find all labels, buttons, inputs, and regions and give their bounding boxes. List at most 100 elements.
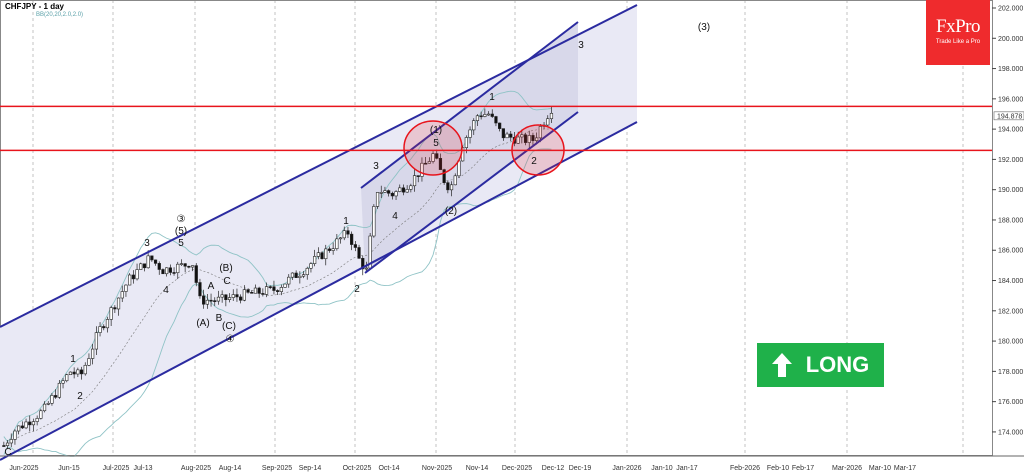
bearish-candle (257, 287, 261, 294)
wave-label: 2 (354, 284, 360, 295)
bearish-candle (272, 286, 276, 291)
wave-label: (B) (219, 263, 232, 274)
x-tick-label: Jan-17 (676, 465, 698, 472)
wave-label: (A) (196, 318, 209, 329)
wave-label: C (223, 276, 230, 287)
bearish-candle (54, 395, 58, 398)
bullish-candle (527, 135, 531, 143)
bullish-candle (316, 252, 320, 257)
bearish-candle (509, 133, 513, 138)
bullish-candle (39, 410, 43, 419)
bearish-candle (387, 190, 391, 194)
wave-label: C (4, 447, 11, 458)
bearish-candle (357, 247, 361, 259)
bullish-candle (124, 284, 128, 292)
plot-frame (0, 0, 993, 456)
bullish-candle (379, 192, 383, 194)
bearish-candle (498, 122, 502, 129)
bullish-candle (520, 134, 524, 138)
x-tick-label: Dec-2025 (502, 465, 532, 472)
bearish-candle (268, 286, 272, 288)
x-tick-label: Feb-10 (767, 465, 789, 472)
bullish-candle (179, 263, 184, 265)
wave-label: 5 (433, 138, 439, 149)
wave-label: (2) (445, 206, 457, 217)
bullish-candle (505, 133, 509, 139)
time-axis[interactable]: Jun-2025 Jun-15 Jul-2025 Jul-13 Aug-2025 Aug-… (0, 455, 1024, 472)
bullish-candle (57, 382, 61, 398)
bullish-candle (253, 287, 258, 294)
x-tick-label: Jul-13 (133, 465, 152, 472)
horizontal-levels[interactable] (0, 105, 992, 152)
bullish-candle (13, 430, 17, 440)
bullish-candle (128, 274, 132, 286)
bullish-candle (242, 289, 246, 301)
x-tick-label: Dec-19 (569, 465, 592, 472)
x-tick-label: Mar-2026 (832, 465, 862, 472)
bullish-candle (190, 265, 195, 268)
wave-label: (1) (430, 125, 442, 136)
price-axis[interactable]: 202.000 200.000 198.000 196.000 194.000 192.0… (992, 6, 1024, 437)
y-tick-label: 174.000 (998, 429, 1023, 436)
bearish-candle (246, 289, 250, 293)
bullish-candle (279, 287, 283, 292)
x-tick-label: Feb-17 (792, 465, 814, 472)
inner-channel-upper-line[interactable] (360, 21, 579, 189)
y-tick-label: 180.000 (998, 339, 1023, 346)
bullish-candle (42, 403, 47, 412)
bullish-candle (231, 294, 235, 298)
y-tick-label: 194.000 (998, 127, 1023, 134)
long-signal-badge: LONG (757, 343, 884, 387)
chart-title: CHFJPY - 1 day (5, 2, 64, 11)
bearish-candle (346, 230, 350, 235)
wave-label: (C) (222, 321, 236, 332)
long-label: LONG (805, 352, 870, 377)
bullish-candle (412, 175, 417, 187)
x-tick-label: Jun-2025 (9, 465, 38, 472)
inner-channel-lower-line[interactable] (364, 111, 579, 274)
bearish-candle (446, 182, 450, 191)
bearish-candle (294, 272, 298, 278)
bearish-candle (401, 187, 406, 193)
bullish-candle (264, 286, 269, 295)
bullish-candle (535, 137, 539, 141)
x-tick-label: Jun-15 (58, 465, 80, 472)
y-tick-label: 202.000 (998, 6, 1023, 13)
wave-label: 1 (489, 92, 495, 103)
bullish-candle (398, 187, 402, 192)
wave-label: 3 (373, 161, 379, 172)
bullish-candle (375, 192, 380, 207)
bearish-candle (157, 263, 161, 270)
bearish-candle (490, 113, 494, 117)
x-tick-label: Aug-14 (219, 465, 242, 472)
bearish-candle (161, 269, 165, 275)
bullish-candle (91, 348, 95, 359)
bullish-candle (372, 206, 376, 237)
y-tick-label: 200.000 (998, 36, 1023, 43)
wave-label: A (208, 281, 215, 292)
bullish-candle (331, 248, 335, 251)
wave-label: (5) (175, 226, 187, 237)
bullish-candle (116, 297, 121, 310)
bullish-candle (453, 175, 457, 186)
bullish-candle (176, 263, 180, 274)
x-tick-label: Aug-2025 (181, 465, 211, 472)
bullish-candle (475, 115, 480, 121)
wave-label: 2 (77, 391, 83, 402)
bullish-candle (139, 263, 143, 270)
bearish-candle (172, 272, 176, 274)
grid (0, 0, 993, 456)
bullish-candle (486, 113, 491, 116)
bearish-candle (142, 263, 147, 269)
bullish-candle (298, 275, 302, 278)
bullish-candle (335, 238, 339, 250)
x-tick-label: Oct-2025 (343, 465, 372, 472)
bullish-candle (338, 237, 343, 240)
bullish-candle (516, 136, 520, 144)
bullish-candle (24, 421, 28, 429)
wave-label: (3) (698, 22, 710, 33)
outer-channel-lower-line[interactable] (0, 121, 638, 461)
y-tick-label: 182.000 (998, 308, 1023, 315)
bearish-candle (20, 425, 24, 429)
